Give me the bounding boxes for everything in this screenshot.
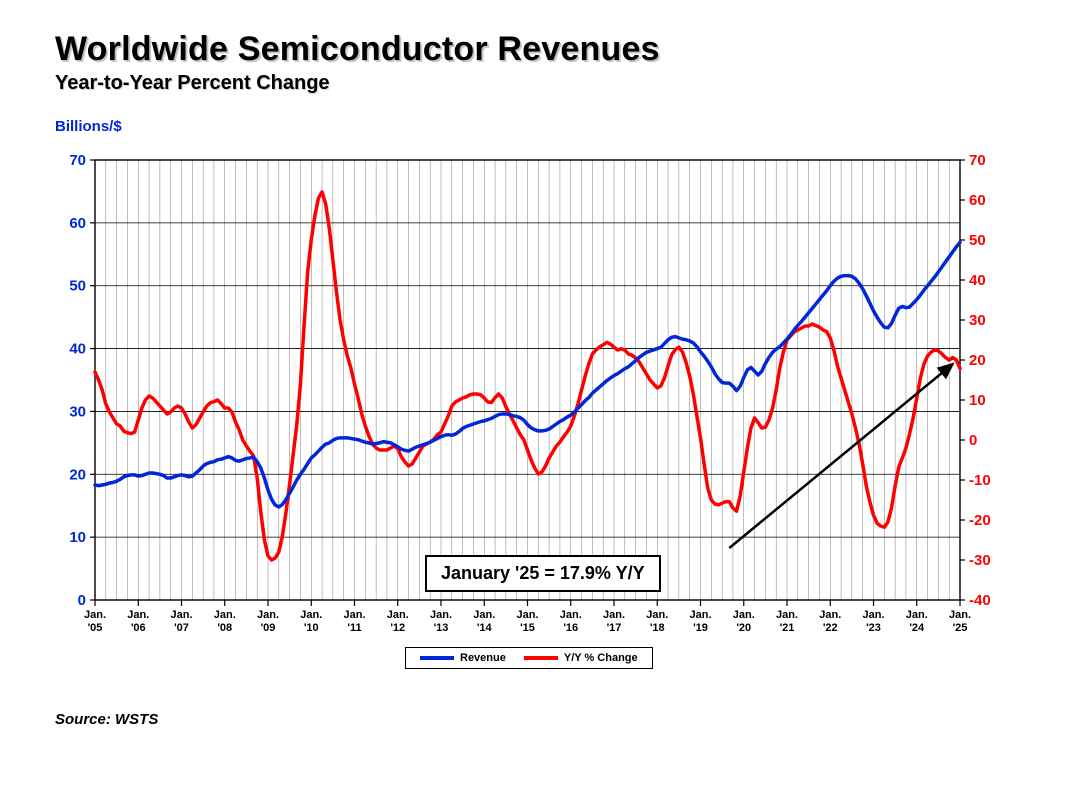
- svg-text:Jan.: Jan.: [603, 609, 625, 621]
- svg-text:-10: -10: [969, 472, 991, 489]
- svg-text:Jan.: Jan.: [862, 609, 884, 621]
- chart-title: Worldwide Semiconductor Revenues: [55, 30, 660, 69]
- chart-source: Source: WSTS: [55, 711, 158, 728]
- svg-text:Jan.: Jan.: [473, 609, 495, 621]
- svg-text:Jan.: Jan.: [170, 609, 192, 621]
- svg-text:-20: -20: [969, 512, 991, 529]
- svg-text:20: 20: [69, 466, 86, 483]
- legend-item-revenue: Revenue: [420, 652, 506, 664]
- svg-text:'19: '19: [693, 622, 708, 634]
- y-axis-left-label: Billions/$: [55, 118, 122, 135]
- svg-text:0: 0: [969, 432, 977, 449]
- svg-text:40: 40: [69, 341, 86, 358]
- legend-label-yoy: Y/Y % Change: [564, 652, 638, 664]
- svg-text:Jan.: Jan.: [560, 609, 582, 621]
- svg-text:60: 60: [69, 215, 86, 232]
- svg-text:-30: -30: [969, 552, 991, 569]
- svg-text:50: 50: [969, 232, 986, 249]
- svg-text:30: 30: [69, 403, 86, 420]
- svg-text:50: 50: [69, 278, 86, 295]
- svg-text:'06: '06: [131, 622, 146, 634]
- svg-text:'08: '08: [217, 622, 232, 634]
- svg-text:Jan.: Jan.: [949, 609, 971, 621]
- svg-text:'18: '18: [650, 622, 665, 634]
- svg-text:-40: -40: [969, 592, 991, 609]
- svg-text:Jan.: Jan.: [387, 609, 409, 621]
- svg-text:'20: '20: [736, 622, 751, 634]
- svg-text:Jan.: Jan.: [214, 609, 236, 621]
- svg-text:Jan.: Jan.: [127, 609, 149, 621]
- svg-text:'24: '24: [909, 622, 925, 634]
- svg-text:'11: '11: [347, 622, 361, 634]
- svg-text:70: 70: [69, 152, 86, 169]
- svg-text:'12: '12: [390, 622, 405, 634]
- svg-text:70: 70: [969, 152, 986, 169]
- svg-text:60: 60: [969, 192, 986, 209]
- svg-text:Jan.: Jan.: [906, 609, 928, 621]
- legend-swatch-revenue: [420, 656, 454, 660]
- svg-text:Jan.: Jan.: [646, 609, 668, 621]
- svg-text:'25: '25: [953, 622, 968, 634]
- svg-text:10: 10: [69, 529, 86, 546]
- svg-text:Jan.: Jan.: [819, 609, 841, 621]
- svg-text:Jan.: Jan.: [776, 609, 798, 621]
- chart-page: Worldwide Semiconductor Revenues Year-to…: [0, 0, 1071, 790]
- legend-swatch-yoy: [524, 656, 558, 660]
- svg-text:Jan.: Jan.: [689, 609, 711, 621]
- svg-text:'23: '23: [866, 622, 881, 634]
- svg-text:0: 0: [78, 592, 86, 609]
- svg-text:40: 40: [969, 272, 986, 289]
- chart-plot-area: 0 10 20 30 40 50 60 70 -40 -30 -20 -10 0 10 20 30 40 50 60…: [55, 140, 1015, 690]
- svg-text:30: 30: [969, 312, 986, 329]
- svg-text:'21: '21: [780, 622, 795, 634]
- svg-text:10: 10: [969, 392, 986, 409]
- svg-text:'15: '15: [520, 622, 535, 634]
- svg-text:'16: '16: [563, 622, 578, 634]
- svg-text:'13: '13: [434, 622, 449, 634]
- svg-text:Jan.: Jan.: [430, 609, 452, 621]
- svg-text:'07: '07: [174, 622, 189, 634]
- chart-svg: 0 10 20 30 40 50 60 70 -40 -30 -20 -10 0 10 20 30 40 50 60…: [55, 140, 1015, 690]
- svg-text:Jan.: Jan.: [257, 609, 279, 621]
- svg-text:'22: '22: [823, 622, 838, 634]
- svg-text:'10: '10: [304, 622, 319, 634]
- svg-text:Jan.: Jan.: [343, 609, 365, 621]
- svg-text:'17: '17: [607, 622, 622, 634]
- legend-label-revenue: Revenue: [460, 652, 506, 664]
- annotation-callout: January '25 = 17.9% Y/Y: [425, 555, 661, 592]
- svg-text:Jan.: Jan.: [733, 609, 755, 621]
- svg-text:'09: '09: [261, 622, 276, 634]
- chart-legend: Revenue Y/Y % Change: [405, 647, 653, 669]
- chart-subtitle: Year-to-Year Percent Change: [55, 72, 330, 95]
- legend-item-yoy: Y/Y % Change: [524, 652, 638, 664]
- svg-text:'14: '14: [477, 622, 493, 634]
- svg-text:Jan.: Jan.: [300, 609, 322, 621]
- svg-text:Jan.: Jan.: [84, 609, 106, 621]
- svg-text:'05: '05: [88, 622, 103, 634]
- svg-text:20: 20: [969, 352, 986, 369]
- svg-text:Jan.: Jan.: [516, 609, 538, 621]
